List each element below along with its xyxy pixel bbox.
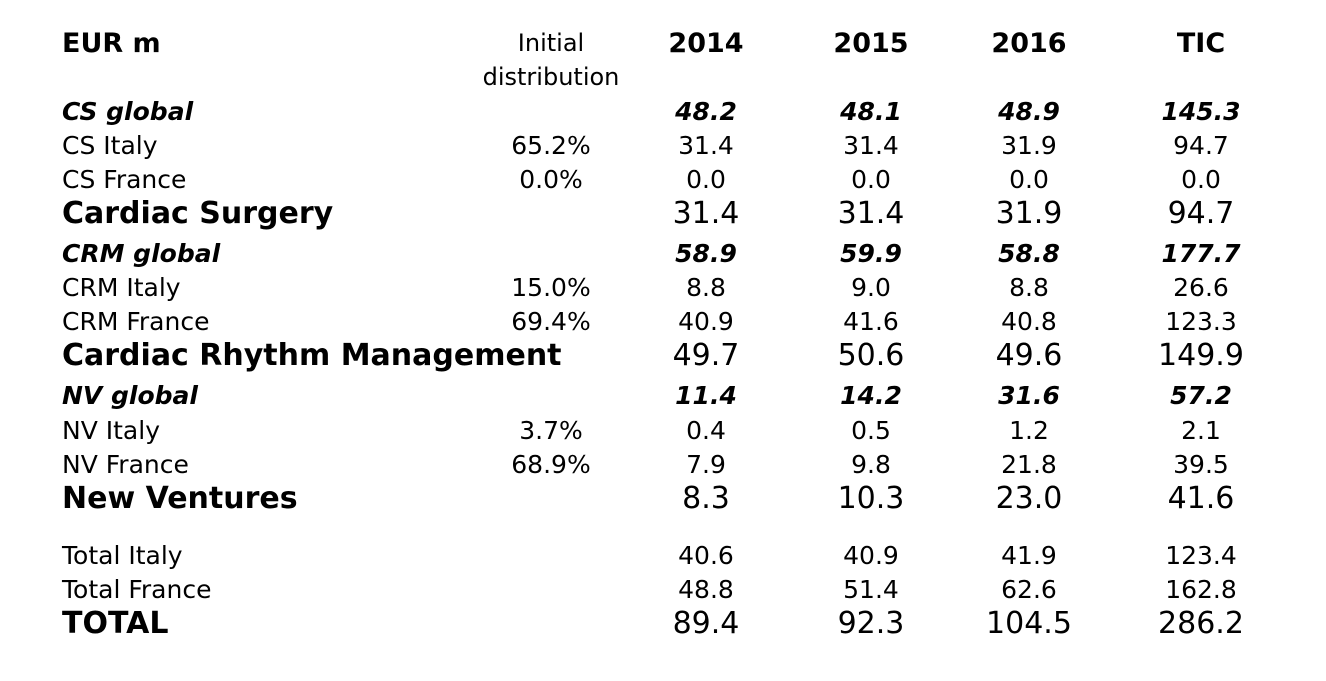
row-value-2014: 49.7 [672,338,740,373]
row-value-2016: 104.5 [986,606,1072,641]
row-value-2016: 1.2 [1009,416,1049,445]
row-value-2016: 31.6 [998,381,1060,410]
row-value-2014: 0.4 [686,416,726,445]
row-value-2014: 48.2 [675,97,737,126]
row-label: Cardiac Surgery [62,196,334,231]
row-value-2015: 31.4 [843,131,899,160]
row-label: Total France [62,575,212,604]
row-value-2014: 31.4 [672,196,740,231]
row-value-tic: 2.1 [1181,416,1221,445]
row-value-2016: 49.6 [995,338,1063,373]
row-value-tic: 94.7 [1167,196,1235,231]
row-value-2016: 8.8 [1009,273,1049,302]
row-initial-distribution: 65.2% [511,131,591,160]
row-value-2015: 92.3 [837,606,905,641]
row-value-2014: 8.3 [682,481,730,516]
row-value-tic: 162.8 [1165,575,1237,604]
header-tic: TIC [1176,28,1226,59]
header-year-2014: 2014 [668,28,744,59]
row-value-tic: 26.6 [1173,273,1229,302]
row-initial-distribution: 0.0% [519,165,583,194]
row-label: NV France [62,450,189,479]
row-value-2015: 9.8 [851,450,891,479]
row-value-2015: 14.2 [840,381,902,410]
row-value-2014: 0.0 [686,165,726,194]
row-value-2015: 50.6 [837,338,905,373]
row-value-tic: 0.0 [1181,165,1221,194]
row-label: Cardiac Rhythm Management [62,338,562,373]
row-value-2014: 11.4 [675,381,737,410]
row-label: CRM France [62,307,210,336]
row-value-2014: 40.9 [678,307,734,336]
row-value-2016: 58.8 [998,239,1060,268]
row-label: TOTAL [62,606,169,641]
row-value-tic: 94.7 [1173,131,1229,160]
row-value-tic: 286.2 [1158,606,1244,641]
row-value-2016: 23.0 [995,481,1063,516]
row-label: CRM Italy [62,273,181,302]
row-value-tic: 145.3 [1161,97,1241,126]
row-label: CS Italy [62,131,158,160]
row-value-2016: 21.8 [1001,450,1057,479]
row-value-tic: 177.7 [1161,239,1241,268]
row-value-2014: 8.8 [686,273,726,302]
row-value-2015: 40.9 [843,541,899,570]
row-value-2016: 41.9 [1001,541,1057,570]
header-initial-distribution: Initial distribution [482,29,620,91]
row-value-2016: 0.0 [1009,165,1049,194]
row-value-2015: 9.0 [851,273,891,302]
row-value-tic: 123.4 [1165,541,1237,570]
row-value-2014: 58.9 [675,239,737,268]
row-value-tic: 39.5 [1173,450,1229,479]
row-value-2015: 41.6 [843,307,899,336]
row-value-2015: 0.0 [851,165,891,194]
row-label: CS France [62,165,187,194]
row-label: CS global [62,97,194,126]
header-year-2015: 2015 [833,28,909,59]
row-label: NV Italy [62,416,160,445]
row-value-tic: 41.6 [1167,481,1235,516]
row-value-tic: 57.2 [1170,381,1232,410]
row-value-2016: 40.8 [1001,307,1057,336]
row-value-2015: 31.4 [837,196,905,231]
row-value-2014: 7.9 [686,450,726,479]
row-value-2016: 31.9 [1001,131,1057,160]
row-value-2015: 59.9 [840,239,902,268]
header-year-2016: 2016 [991,28,1067,59]
row-label: New Ventures [62,481,298,516]
row-label: NV global [62,381,198,410]
row-value-2016: 48.9 [998,97,1060,126]
row-value-2014: 31.4 [678,131,734,160]
row-value-tic: 123.3 [1165,307,1237,336]
row-value-2015: 48.1 [840,97,902,126]
row-initial-distribution: 69.4% [511,307,591,336]
row-value-2014: 40.6 [678,541,734,570]
header-label: EUR m [62,28,161,59]
row-value-2015: 51.4 [843,575,899,604]
row-initial-distribution: 3.7% [519,416,583,445]
row-value-2014: 48.8 [678,575,734,604]
row-value-2016: 62.6 [1001,575,1057,604]
row-label: Total Italy [62,541,183,570]
row-value-tic: 149.9 [1158,338,1244,373]
row-label: CRM global [62,239,221,268]
row-initial-distribution: 68.9% [511,450,591,479]
row-value-2014: 89.4 [672,606,740,641]
row-initial-distribution: 15.0% [511,273,591,302]
row-value-2015: 10.3 [837,481,905,516]
row-value-2016: 31.9 [995,196,1063,231]
row-value-2015: 0.5 [851,416,891,445]
